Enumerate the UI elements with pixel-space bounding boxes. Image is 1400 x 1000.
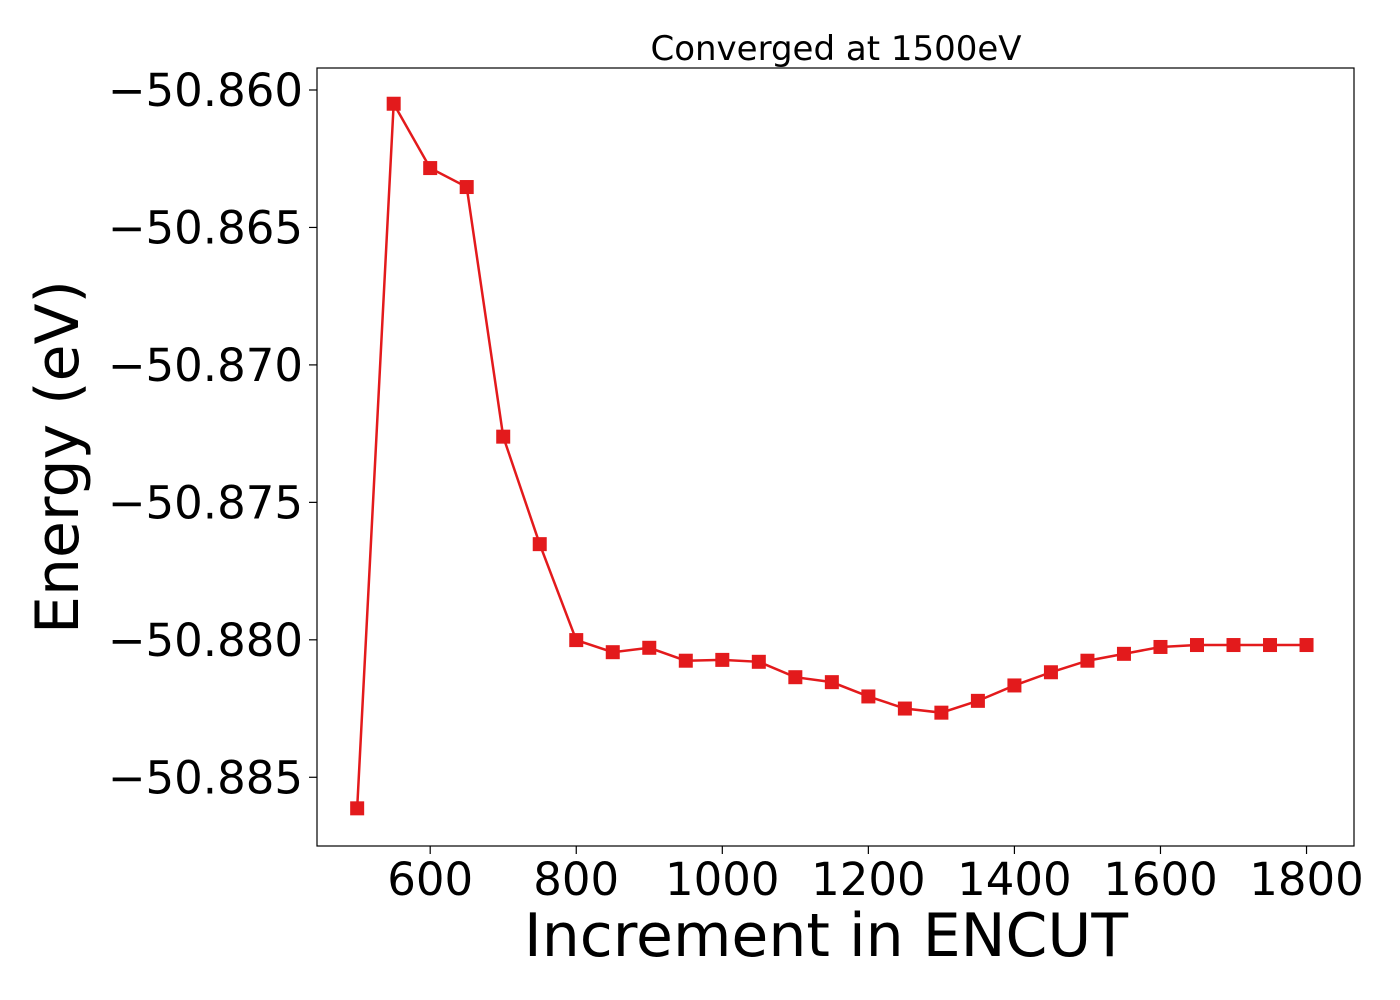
data-point-marker — [970, 693, 985, 708]
y-tick-label: −50.885 — [108, 751, 303, 804]
data-point-marker — [459, 180, 474, 195]
x-tick-label: 1000 — [665, 853, 780, 906]
x-tick-label: 1200 — [811, 853, 926, 906]
data-point-marker — [569, 633, 584, 648]
data-point-marker — [824, 675, 839, 690]
y-tick-label: −50.880 — [108, 614, 303, 667]
data-point-marker — [751, 654, 766, 669]
energy-series-line — [355, 99, 1307, 809]
data-point-marker — [715, 652, 730, 667]
data-point-marker — [861, 689, 876, 704]
data-point-marker — [1043, 665, 1058, 680]
x-tick-label: 800 — [533, 853, 619, 906]
data-point-marker — [605, 645, 620, 660]
data-point-marker — [350, 801, 365, 816]
data-point-marker — [386, 96, 401, 111]
chart-title: Converged at 1500eV — [650, 29, 1021, 69]
x-axis-ticks: 600 800 1000 1200 1400 1600 1800 — [387, 846, 1364, 906]
data-point-marker — [1116, 646, 1131, 661]
data-point-marker — [423, 161, 438, 176]
data-point-marker — [1263, 638, 1278, 653]
y-axis-ticks: −50.860 −50.865 −50.870 −50.875 −50.880 −50.8… — [108, 64, 317, 804]
data-point-marker — [1226, 638, 1241, 653]
data-point-marker — [532, 537, 547, 552]
data-point-marker — [1189, 638, 1204, 653]
x-tick-label: 600 — [387, 853, 473, 906]
x-tick-label: 1400 — [957, 853, 1072, 906]
y-tick-label: −50.860 — [108, 64, 303, 117]
data-point-marker — [1153, 639, 1168, 654]
data-point-marker — [1080, 653, 1095, 668]
data-point-marker — [496, 429, 511, 444]
y-tick-label: −50.865 — [108, 201, 303, 254]
data-point-marker — [1007, 678, 1022, 693]
data-point-marker — [642, 640, 657, 655]
x-tick-label: 1800 — [1249, 853, 1364, 906]
y-axis-label: Energy (eV) — [23, 280, 93, 634]
x-tick-label: 1600 — [1103, 853, 1218, 906]
data-point-marker — [934, 705, 949, 720]
data-point-marker — [897, 701, 912, 716]
data-point-marker — [1299, 638, 1314, 653]
plot-frame — [316, 67, 1355, 847]
x-axis-label: Increment in ENCUT — [524, 901, 1128, 971]
data-point-marker — [678, 653, 693, 668]
y-tick-label: −50.875 — [108, 476, 303, 529]
y-tick-label: −50.870 — [108, 339, 303, 392]
energy-series-markers — [350, 96, 1314, 816]
data-point-marker — [788, 670, 803, 685]
